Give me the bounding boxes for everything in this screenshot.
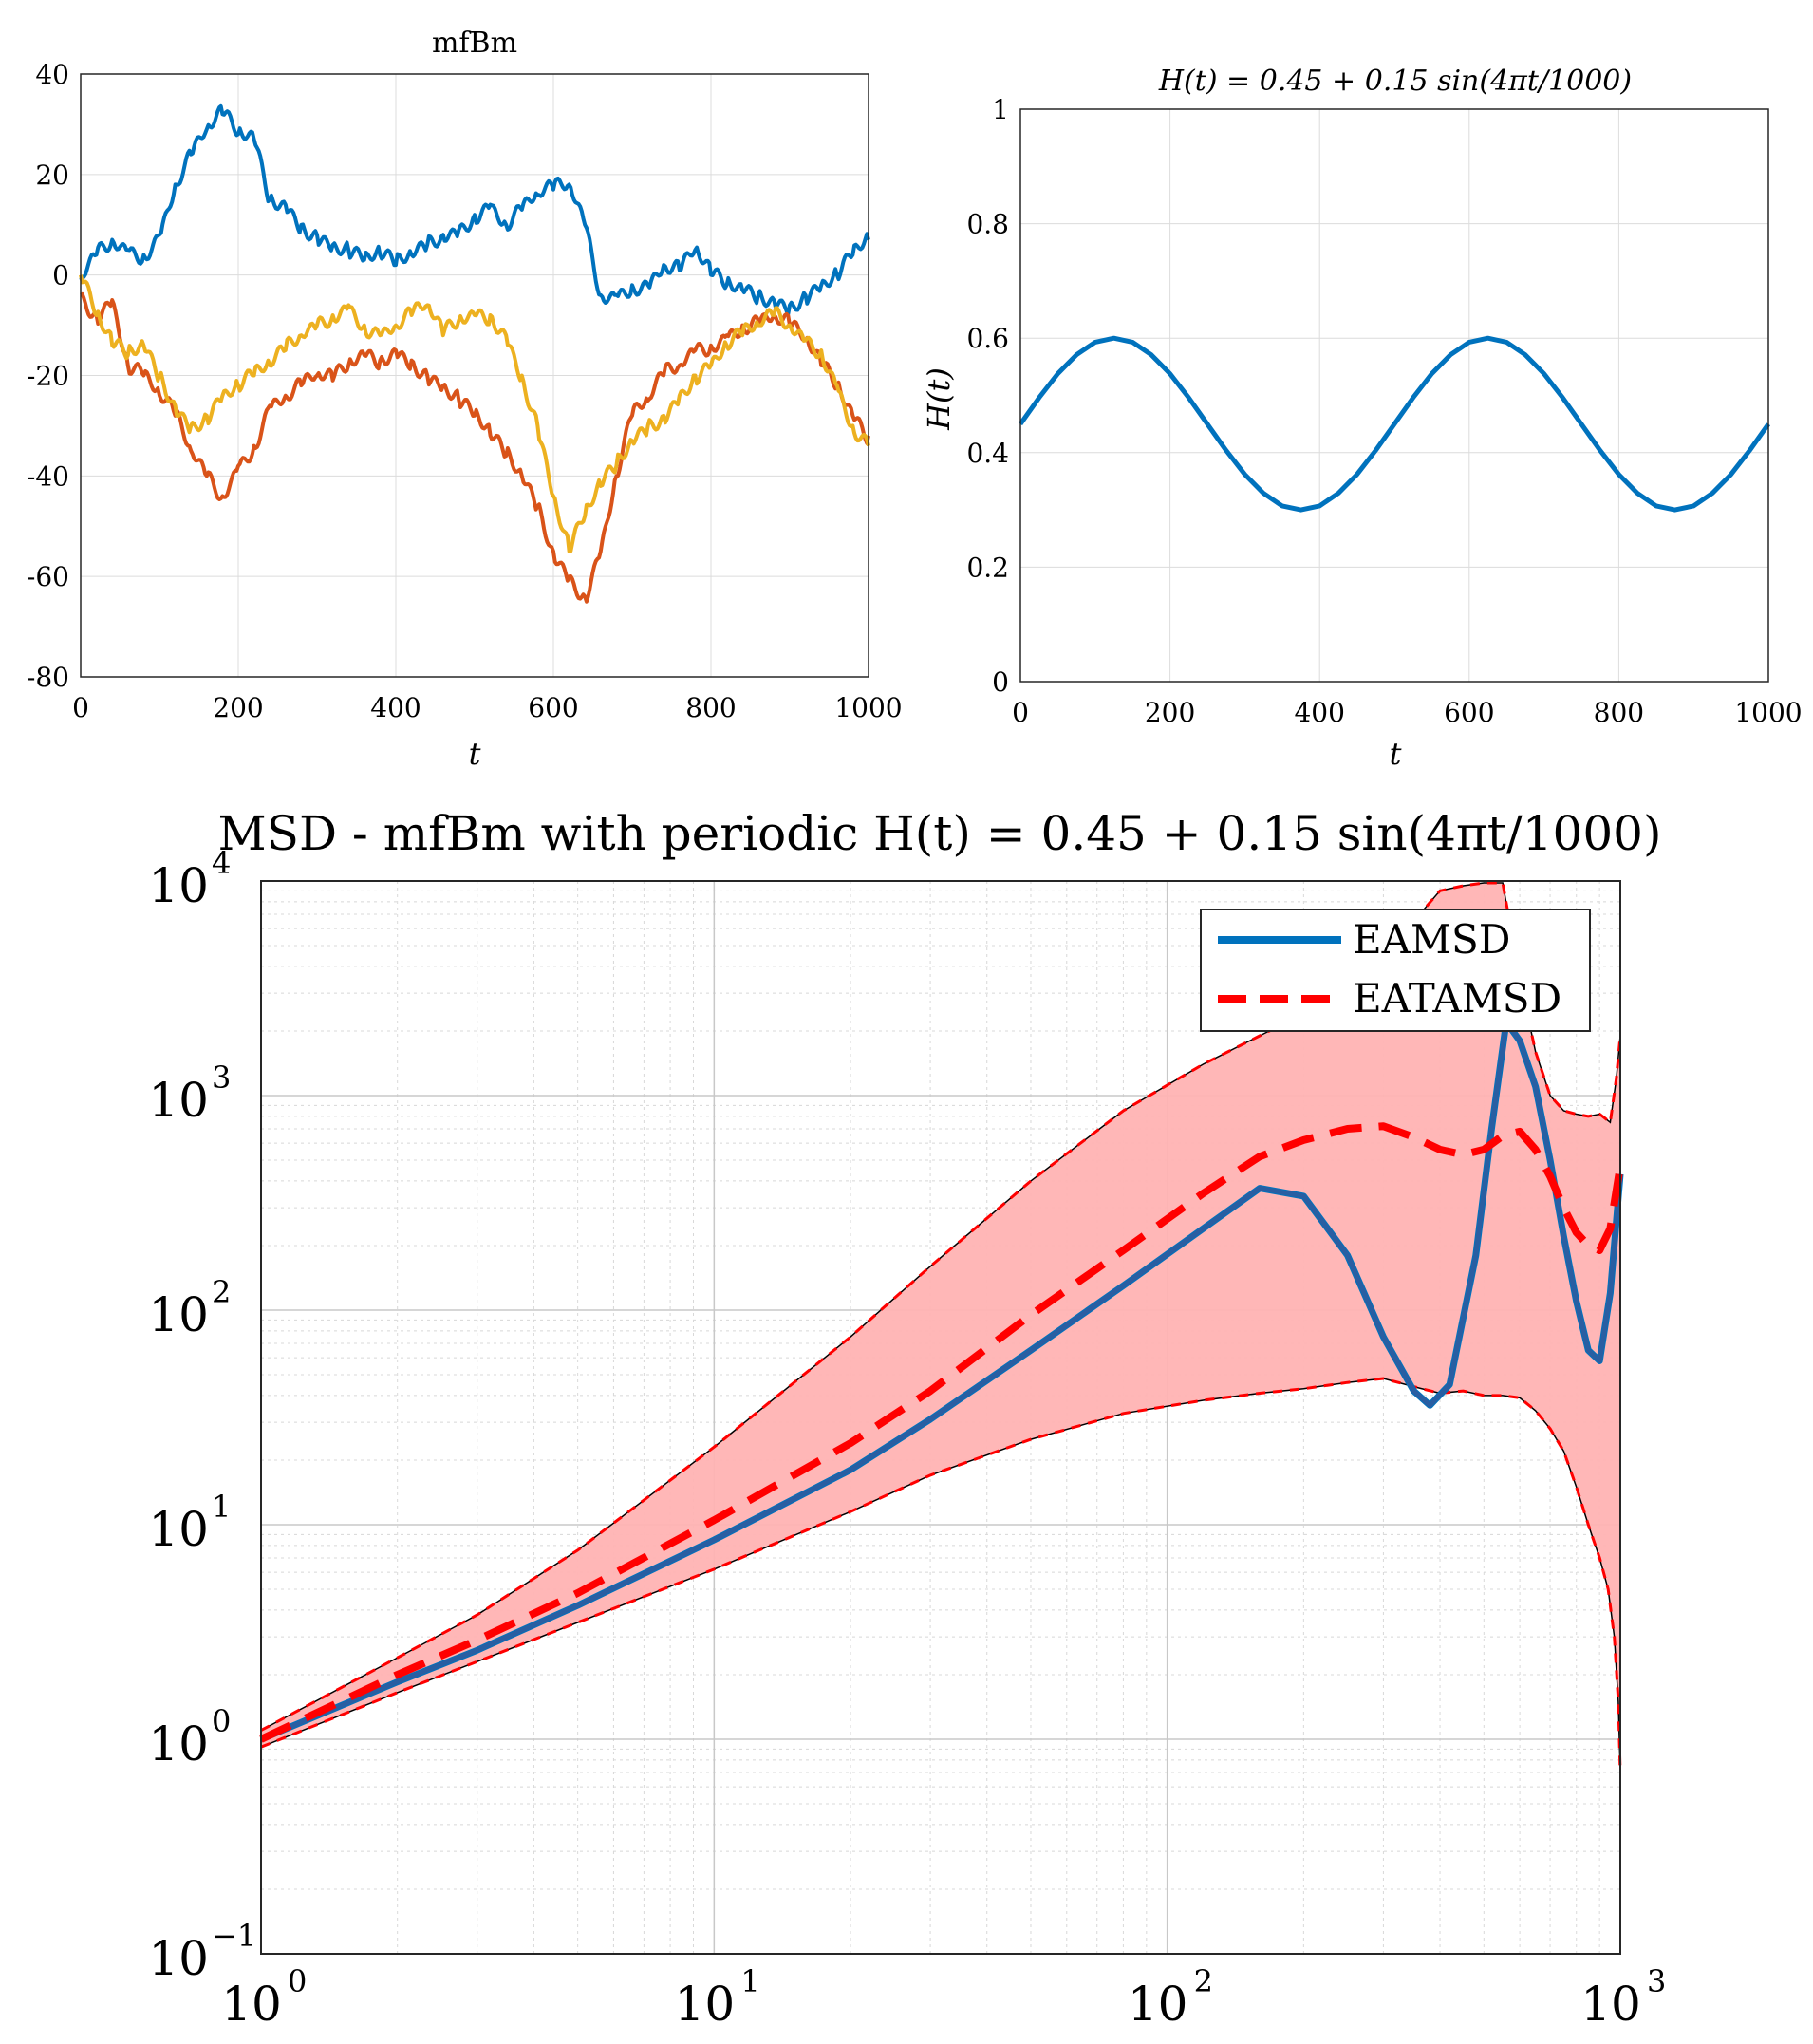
msd-y-tick-exponent: 0 [212, 1703, 231, 1739]
msd-y-tick-exponent: −1 [212, 1918, 256, 1954]
msd-x-tick-exponent: 1 [740, 1963, 759, 1999]
msd-x-tick-labels: 10 0 10 1 10 2 10 3 [221, 1963, 1666, 2032]
mfbm-x-tick-label: 600 [528, 692, 578, 723]
legend-label-eatamsd: EATAMSD [1353, 975, 1561, 1022]
hurst-y-tick-label: 0.6 [966, 323, 1009, 354]
hurst-y-tick-label: 0.4 [966, 438, 1009, 469]
mfbm-y-tick-labels: 40 20 0 -20 -40 -60 -80 [27, 59, 69, 693]
mfbm-y-tick-label: 40 [35, 59, 69, 90]
msd-y-tick-label: 10 [148, 858, 209, 913]
hurst-title: H(t) = 0.45 + 0.15 sin(4πt/1000) [1158, 65, 1632, 98]
msd-y-tick-label: 10 [148, 1073, 209, 1128]
panel-hurst: 0 200 400 600 800 1000 1 0.8 0.6 0.4 0.2 0 H(t) = … [921, 65, 1803, 772]
hurst-x-tick-label: 400 [1294, 697, 1344, 728]
hurst-axes-box [1019, 108, 1769, 683]
mfbm-series-line-3 [79, 274, 870, 553]
msd-y-tick-exponent: 2 [212, 1274, 231, 1310]
msd-confidence-band [261, 883, 1620, 1772]
msd-x-tick-exponent: 2 [1194, 1963, 1213, 1999]
msd-y-tick-label: 10 [148, 1502, 209, 1557]
hurst-y-tick-label: 0.2 [966, 552, 1009, 583]
msd-y-tick-label: 10 [148, 1287, 209, 1342]
hurst-y-tick-label: 0.8 [966, 209, 1009, 240]
msd-x-tick-exponent: 0 [288, 1963, 307, 1999]
hurst-series-line [1018, 335, 1771, 513]
mfbm-x-axis-label: t [469, 736, 481, 772]
msd-band [261, 883, 1620, 1772]
mfbm-x-tick-labels: 0 200 400 600 800 1000 [72, 692, 903, 723]
msd-x-tick-label: 10 [221, 1977, 282, 2032]
mfbm-grid [80, 73, 869, 678]
msd-x-tick-exponent: 3 [1647, 1963, 1666, 1999]
hurst-series [1018, 335, 1771, 513]
msd-title: MSD - mfBm with periodic H(t) = 0.45 + 0… [218, 806, 1662, 861]
mfbm-x-tick-label: 800 [685, 692, 736, 723]
msd-y-tick-label: 10 [148, 1931, 209, 1986]
mfbm-title: mfBm [432, 27, 517, 60]
mfbm-x-tick-label: 1000 [834, 692, 902, 723]
msd-x-tick-label: 10 [1580, 1977, 1641, 2032]
mfbm-x-tick-label: 0 [72, 692, 89, 723]
legend-box [1200, 909, 1591, 1032]
msd-x-tick-label: 10 [1128, 1977, 1188, 2032]
msd-legend: EAMSD EATAMSD [1200, 909, 1591, 1032]
mfbm-y-tick-label: 20 [35, 159, 69, 191]
msd-x-tick-label: 10 [675, 1977, 736, 2032]
mfbm-y-tick-label: -80 [27, 662, 69, 693]
hurst-y-axis-label: H(t) [921, 367, 957, 431]
msd-lower-bound-line-dashed [260, 1377, 1622, 1773]
msd-eamsd-line-overlay [260, 1020, 1623, 1742]
msd-y-tick-label: 10 [148, 1716, 209, 1772]
mfbm-y-tick-label: 0 [52, 260, 69, 291]
hurst-y-tick-label: 0 [992, 666, 1009, 698]
mfbm-x-tick-label: 400 [370, 692, 421, 723]
msd-y-tick-exponent: 1 [212, 1489, 231, 1525]
msd-y-tick-exponent: 4 [212, 845, 231, 881]
msd-axes-box [260, 880, 1621, 1955]
msd-eatamsd-line [259, 1122, 1624, 1743]
mfbm-series [79, 103, 870, 604]
mfbm-series-line-1 [79, 103, 870, 316]
hurst-plot-area [1020, 109, 1768, 682]
hurst-x-tick-label: 0 [1012, 697, 1029, 728]
hurst-x-tick-labels: 0 200 400 600 800 1000 [1012, 697, 1803, 728]
mfbm-y-tick-label: -60 [27, 561, 69, 592]
hurst-x-tick-label: 600 [1444, 697, 1494, 728]
msd-series [259, 881, 1624, 1773]
hurst-x-tick-label: 1000 [1734, 697, 1802, 728]
mfbm-axes-box [80, 73, 869, 678]
mfbm-series-line-2 [80, 291, 870, 604]
msd-upper-bound-line-dashed [260, 881, 1622, 1732]
mfbm-y-tick-label: -20 [27, 361, 69, 392]
mfbm-y-tick-label: -40 [27, 460, 69, 492]
hurst-x-tick-label: 200 [1145, 697, 1195, 728]
hurst-x-axis-label: t [1390, 736, 1402, 772]
legend-label-eamsd: EAMSD [1353, 916, 1510, 963]
hurst-x-tick-label: 800 [1594, 697, 1644, 728]
mfbm-x-tick-label: 200 [213, 692, 263, 723]
hurst-y-tick-label: 1 [992, 94, 1009, 125]
msd-y-tick-exponent: 3 [212, 1060, 231, 1096]
hurst-y-tick-labels: 1 0.8 0.6 0.4 0.2 0 [966, 94, 1009, 698]
